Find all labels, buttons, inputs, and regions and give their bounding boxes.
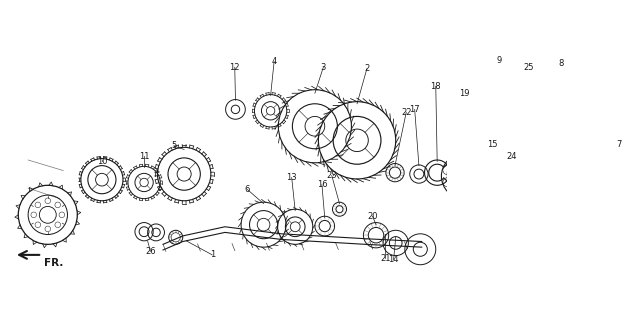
Text: 3: 3 bbox=[321, 63, 326, 72]
Text: 17: 17 bbox=[410, 105, 420, 114]
Text: 11: 11 bbox=[139, 152, 149, 161]
Text: 26: 26 bbox=[145, 247, 156, 256]
Text: 7: 7 bbox=[616, 140, 621, 149]
Text: 21: 21 bbox=[380, 254, 391, 263]
Text: 8: 8 bbox=[558, 59, 563, 68]
Text: FR.: FR. bbox=[44, 258, 63, 268]
Text: 12: 12 bbox=[230, 63, 240, 72]
Text: 14: 14 bbox=[389, 255, 399, 264]
Text: 22: 22 bbox=[401, 108, 411, 117]
Text: 6: 6 bbox=[245, 185, 250, 194]
Text: 23: 23 bbox=[326, 171, 337, 180]
Text: 13: 13 bbox=[286, 173, 297, 182]
Text: 19: 19 bbox=[459, 89, 469, 98]
Text: 15: 15 bbox=[487, 140, 497, 149]
Text: 20: 20 bbox=[367, 212, 378, 221]
Text: 18: 18 bbox=[431, 82, 441, 91]
Text: 5: 5 bbox=[171, 141, 176, 150]
Text: 9: 9 bbox=[497, 56, 502, 65]
Text: 1: 1 bbox=[210, 250, 215, 260]
Text: 24: 24 bbox=[506, 152, 517, 161]
Text: 25: 25 bbox=[523, 63, 534, 72]
Text: 16: 16 bbox=[317, 180, 328, 189]
Text: 10: 10 bbox=[97, 157, 107, 166]
Text: 4: 4 bbox=[272, 57, 277, 66]
Text: 2: 2 bbox=[364, 64, 370, 73]
